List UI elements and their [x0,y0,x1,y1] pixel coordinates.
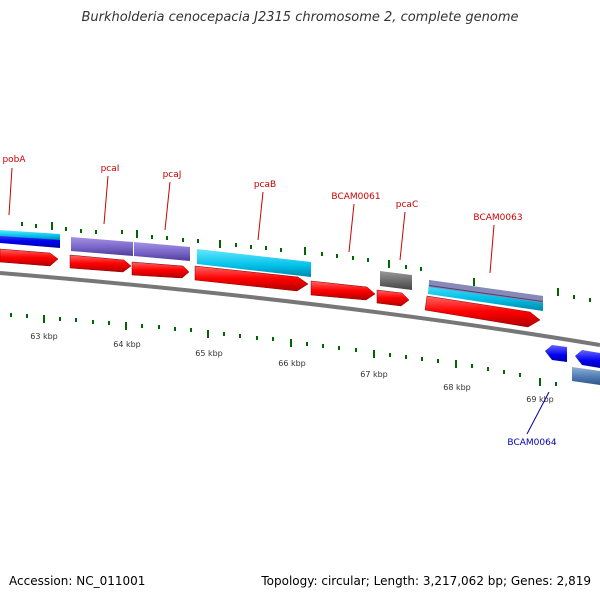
cds-arrow[interactable] [310,280,376,301]
cds-arrow[interactable] [376,289,410,307]
cds-arrow[interactable] [194,265,309,292]
scale-label-64kbp: 64 kbp [113,340,141,349]
scale-label-63kbp: 63 kbp [30,332,58,341]
gene-bar-pcaI[interactable] [71,237,133,256]
genome-backbone [0,271,600,347]
accession-text: Accession: NC_011001 [9,574,146,588]
cds-arrow[interactable] [69,254,132,273]
gene-features [0,230,600,385]
gene-label-BCAM0063: BCAM0063 [473,213,522,223]
gene-bar-pobA-cyan [0,230,60,240]
scale-label-66kbp: 66 kbp [278,359,306,368]
gene-label-pcaI: pcaI [101,164,120,174]
cds-arrow[interactable] [424,295,541,328]
cds-features [0,248,541,328]
gene-bar-BCAM0063-stripe [429,285,543,302]
gene-label-pobA: pobA [2,155,26,165]
scale-tick-marks [10,313,557,386]
scale-label-69kbp: 69 kbp [526,395,554,404]
label-connectors [8,167,550,435]
scale-label-68kbp: 68 kbp [443,383,471,392]
genome-summary-text: Topology: circular; Length: 3,217,062 bp… [261,574,591,588]
cds-arrow[interactable] [131,261,190,279]
outer-tick-marks [21,222,591,302]
gene-bar-next[interactable] [572,367,600,385]
gene-bar-pcaC[interactable] [380,271,412,290]
gene-label-pcaB: pcaB [254,180,276,190]
gene-arrow-next[interactable] [575,350,600,368]
gene-label-BCAM0061: BCAM0061 [331,192,380,202]
gene-bar-pcaB[interactable] [197,249,311,277]
scale-label-67kbp: 67 kbp [360,370,388,379]
gene-label-BCAM0064: BCAM0064 [507,438,556,448]
gene-bar-pcaJ[interactable] [134,242,190,261]
cds-arrow[interactable] [0,248,59,267]
map-title: Burkholderia cenocepacia J2315 chromosom… [81,10,519,25]
gene-label-pcaJ: pcaJ [163,170,182,180]
gene-arrow-BCAM0064[interactable] [545,345,567,362]
scale-label-65kbp: 65 kbp [195,349,223,358]
gene-label-pcaC: pcaC [396,200,418,210]
